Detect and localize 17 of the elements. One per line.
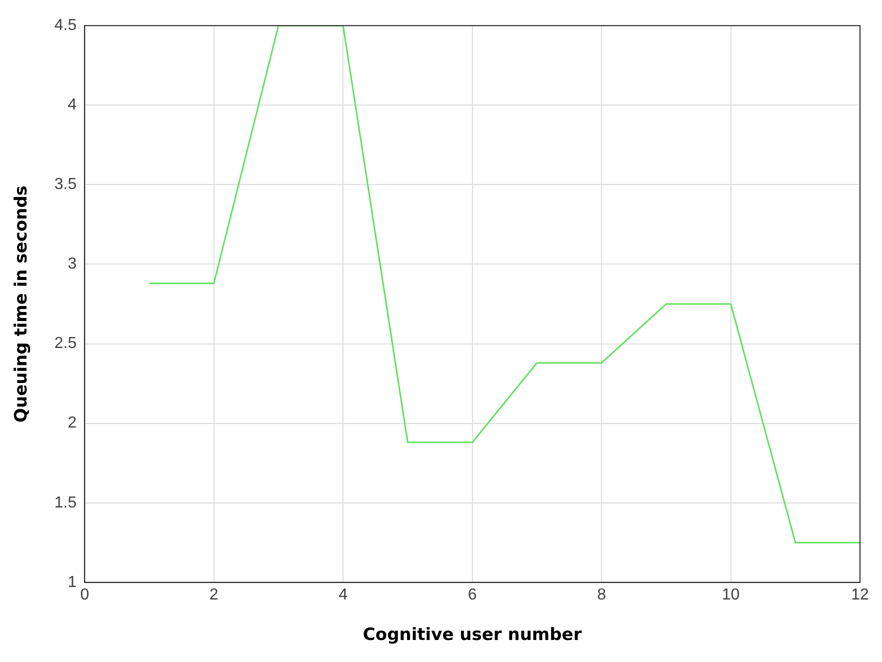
y-tick-label: 2.5 — [54, 335, 77, 352]
x-tick-label: 10 — [722, 586, 740, 604]
y-tick-label: 3 — [68, 256, 77, 273]
y-tick-label: 3.5 — [54, 176, 77, 194]
y-tick-label: 4 — [68, 96, 77, 114]
x-tick-label: 12 — [851, 586, 869, 604]
y-tick-label: 1 — [68, 574, 77, 591]
x-tick-label: 4 — [338, 586, 348, 604]
y-tick-label: 4.5 — [54, 17, 77, 34]
y-tick-label: 2 — [68, 414, 77, 432]
x-tick-label: 6 — [468, 586, 477, 604]
x-axis-title: Cognitive user number — [362, 625, 582, 646]
y-axis-title: Queuing time in seconds — [12, 186, 32, 422]
x-tick-label: 2 — [209, 586, 218, 604]
x-tick-label: 8 — [597, 586, 606, 604]
y-tick-label: 1.5 — [54, 494, 77, 512]
x-tick-label: 0 — [80, 586, 90, 604]
